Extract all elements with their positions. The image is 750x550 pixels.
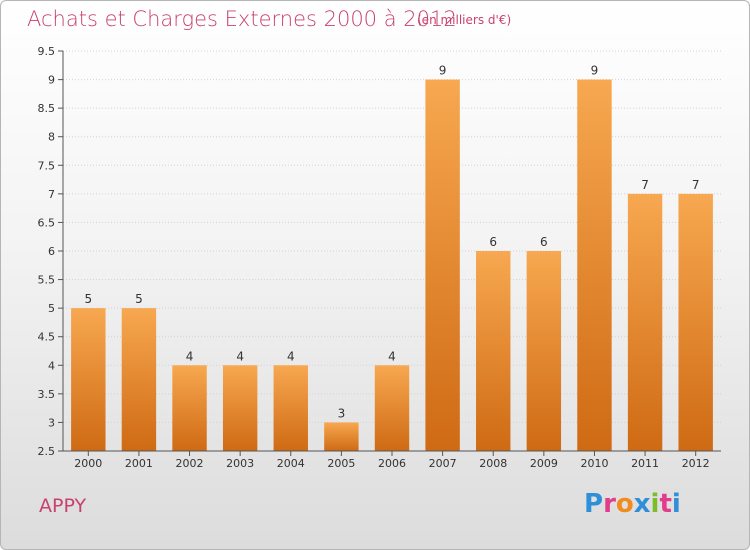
bar [324, 422, 359, 451]
commune-name: APPY [39, 495, 87, 517]
logo-letter: o [615, 489, 634, 519]
bar [71, 308, 106, 451]
bar [172, 365, 207, 451]
logo-letter: t [659, 489, 672, 519]
bar [273, 365, 308, 451]
bar [425, 79, 460, 452]
y-tick-label: 7 [48, 188, 55, 201]
x-tick-label: 2006 [378, 457, 406, 470]
bar [222, 365, 258, 451]
x-tick-label: 2012 [682, 457, 710, 470]
chart-subtitle: (en milliers d'€) [417, 13, 512, 27]
x-tick-label: 2010 [580, 457, 608, 470]
bar [577, 79, 612, 452]
bar-value-label: 4 [186, 349, 194, 363]
x-tick-label: 2011 [631, 457, 659, 470]
y-tick-label: 9 [48, 74, 55, 87]
bar-value-label: 6 [540, 235, 548, 249]
y-tick-label: 9.5 [38, 45, 56, 58]
bar-value-label: 4 [287, 349, 295, 363]
y-tick-label: 6.5 [38, 216, 56, 229]
bar-value-label: 4 [388, 349, 396, 363]
logo-letter: r [603, 489, 616, 519]
logo-letter: i [650, 489, 660, 519]
bar [526, 251, 562, 451]
y-tick-label: 8 [48, 131, 55, 144]
x-tick-label: 2004 [277, 457, 305, 470]
bar-value-label: 6 [489, 235, 497, 249]
x-tick-label: 2009 [530, 457, 558, 470]
bar [678, 193, 713, 451]
y-tick-label: 2.5 [38, 445, 56, 458]
y-tick-label: 3 [48, 416, 55, 429]
y-tick-label: 3.5 [38, 388, 56, 401]
y-tick-label: 7.5 [38, 159, 56, 172]
x-tick-label: 2005 [327, 457, 355, 470]
y-tick-label: 4.5 [38, 331, 56, 344]
bar [374, 365, 410, 451]
chart-title: Achats et Charges Externes 2000 à 2012 [27, 7, 457, 31]
bar-value-label: 7 [692, 178, 700, 192]
bar-value-label: 5 [84, 292, 92, 306]
bar-value-label: 4 [236, 349, 244, 363]
x-tick-label: 2007 [429, 457, 457, 470]
logo-letter: P [584, 489, 604, 519]
x-tick-label: 2008 [479, 457, 507, 470]
bar-value-label: 9 [439, 64, 447, 78]
y-tick-label: 5 [48, 302, 55, 315]
bar [476, 251, 511, 451]
bar-value-label: 5 [135, 292, 143, 306]
y-tick-label: 6 [48, 245, 55, 258]
x-tick-label: 2003 [226, 457, 254, 470]
bar-value-label: 9 [591, 64, 599, 78]
logo-letter: x [633, 489, 651, 519]
x-tick-label: 2000 [74, 457, 102, 470]
y-tick-label: 4 [48, 359, 55, 372]
proxiti-logo[interactable]: Proxiti [584, 489, 681, 519]
bar-value-label: 7 [641, 178, 649, 192]
y-tick-label: 5.5 [38, 274, 56, 287]
bar [121, 308, 157, 451]
x-tick-label: 2001 [125, 457, 153, 470]
bar-value-label: 3 [338, 406, 346, 420]
bar [627, 193, 663, 451]
logo-letter: i [671, 489, 681, 519]
y-tick-label: 8.5 [38, 102, 56, 115]
x-tick-label: 2002 [176, 457, 204, 470]
